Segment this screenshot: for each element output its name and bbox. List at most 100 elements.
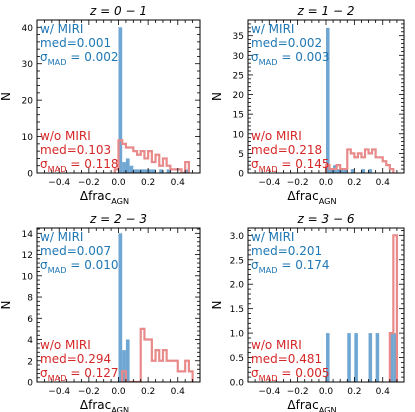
x-axis-label: ΔfracAGN — [287, 189, 336, 206]
y-tick-label: 20 — [22, 97, 34, 107]
miri-legend-label: w/ MIRI — [40, 230, 83, 244]
miri-bar — [129, 165, 134, 173]
y-tick-label: 3.0 — [230, 232, 245, 242]
miri-bar — [140, 169, 145, 173]
y-tick-label: 10 — [233, 130, 245, 140]
x-tick-label: 0.0 — [111, 387, 126, 397]
y-tick-label: 1.0 — [230, 330, 245, 340]
miri-bar — [125, 339, 130, 382]
miri-bar — [336, 169, 341, 173]
miri-bar — [343, 169, 348, 173]
miri-bar — [329, 169, 334, 173]
miri-bar — [340, 169, 344, 173]
y-tick-label: 4 — [27, 336, 33, 346]
nomiri-median: med=0.218 — [251, 143, 322, 157]
nomiri-step-line — [121, 327, 194, 382]
y-tick-label: 15 — [233, 111, 244, 121]
nomiri-legend-label: w/o MIRI — [40, 129, 91, 143]
miri-bar — [133, 169, 138, 173]
y-tick-label: 12 — [22, 251, 33, 261]
miri-bar — [347, 333, 351, 382]
miri-bar — [185, 169, 189, 173]
x-tick-label: 0.4 — [171, 387, 186, 397]
y-tick-label: 10 — [22, 133, 34, 143]
miri-bar — [350, 169, 355, 173]
miri-bar — [151, 169, 156, 173]
y-tick-label: 25 — [233, 71, 244, 81]
miri-bar — [118, 233, 123, 382]
panel-title: z = 1 − 2 — [297, 4, 355, 18]
x-tick-label: 0.0 — [319, 387, 334, 397]
miri-median: med=0.201 — [251, 244, 322, 258]
x-tick-label: −0.2 — [78, 387, 100, 397]
nomiri-legend-label: w/o MIRI — [251, 338, 302, 352]
y-tick-label: 35 — [233, 32, 244, 42]
panel-title: z = 2 − 3 — [89, 212, 147, 226]
y-tick-label: 0 — [238, 170, 244, 180]
miri-sigma-mad: σMAD = 0.010 — [40, 258, 119, 275]
miri-sigma-mad: σMAD = 0.002 — [40, 50, 119, 67]
panel-title: z = 0 − 1 — [89, 4, 147, 18]
y-tick-label: 6 — [27, 315, 33, 325]
nomiri-legend-label: w/o MIRI — [251, 129, 302, 143]
x-axis-label: ΔfracAGN — [80, 398, 129, 412]
miri-bar — [144, 169, 149, 173]
y-axis-label: N — [0, 301, 13, 310]
x-tick-label: 0.4 — [376, 387, 391, 397]
miri-bar — [368, 333, 373, 382]
miri-bar — [159, 169, 163, 173]
miri-bar — [326, 27, 330, 173]
x-tick-label: 0.2 — [347, 178, 361, 188]
x-tick-label: −0.4 — [48, 387, 70, 397]
miri-median: med=0.007 — [40, 244, 111, 258]
miri-legend-label: w/ MIRI — [40, 22, 83, 36]
plot-area — [326, 234, 399, 382]
x-tick-label: 0.0 — [319, 178, 334, 188]
miri-bar — [354, 333, 358, 382]
x-tick-label: −0.2 — [78, 178, 100, 188]
plot-area — [324, 27, 395, 173]
miri-legend-label: w/ MIRI — [251, 230, 294, 244]
x-tick-label: −0.4 — [258, 387, 280, 397]
miri-bar — [122, 350, 126, 382]
x-tick-label: −0.4 — [258, 178, 280, 188]
nomiri-step-line — [113, 139, 190, 173]
y-tick-label: 40 — [22, 24, 34, 34]
miri-sigma-mad: σMAD = 0.174 — [251, 258, 330, 275]
x-tick-label: 0.0 — [111, 178, 126, 188]
y-tick-label: 1.5 — [230, 305, 244, 315]
y-tick-label: 2.0 — [230, 281, 245, 291]
miri-legend-label: w/ MIRI — [251, 22, 294, 36]
y-tick-label: 0.0 — [230, 379, 245, 389]
y-axis-label: N — [0, 92, 13, 101]
panel-2: −0.4 −0.2 0.0 0.2 0.4 0 5 10 15 20 25 30 35 z = 1 − 2… — [210, 4, 405, 206]
miri-median: med=0.002 — [251, 36, 322, 50]
nomiri-sigma-mad: σMAD = 0.145 — [251, 157, 330, 174]
y-tick-label: 10 — [22, 272, 34, 282]
y-tick-label: 30 — [22, 60, 34, 70]
miri-median: med=0.001 — [40, 36, 111, 50]
miri-bar — [393, 333, 397, 382]
nomiri-legend-label: w/o MIRI — [40, 338, 91, 352]
plot-area — [113, 27, 190, 173]
x-tick-label: −0.4 — [48, 178, 70, 188]
miri-bar — [166, 169, 171, 173]
x-tick-label: 0.2 — [141, 178, 155, 188]
y-tick-label: 8 — [27, 294, 33, 304]
panel-3: −0.4 −0.2 0.0 0.2 0.4 0 2 4 6 8 10 12 14 z = 2 − 3 Δfr… — [0, 212, 201, 412]
y-tick-label: 2 — [27, 357, 33, 367]
miri-bar — [137, 169, 141, 173]
y-axis-label: N — [210, 92, 224, 101]
y-tick-label: 20 — [233, 91, 245, 101]
nomiri-median: med=0.294 — [40, 352, 111, 366]
y-tick-label: 0 — [27, 379, 33, 389]
nomiri-sigma-mad: σMAD = 0.118 — [40, 157, 119, 174]
y-tick-label: 5 — [238, 150, 244, 160]
miri-bar — [118, 27, 123, 173]
y-axis-label: N — [210, 301, 224, 310]
miri-bar — [148, 169, 152, 173]
y-tick-label: 0.5 — [230, 354, 244, 364]
x-tick-label: −0.2 — [287, 387, 309, 397]
x-tick-label: 0.2 — [141, 387, 155, 397]
